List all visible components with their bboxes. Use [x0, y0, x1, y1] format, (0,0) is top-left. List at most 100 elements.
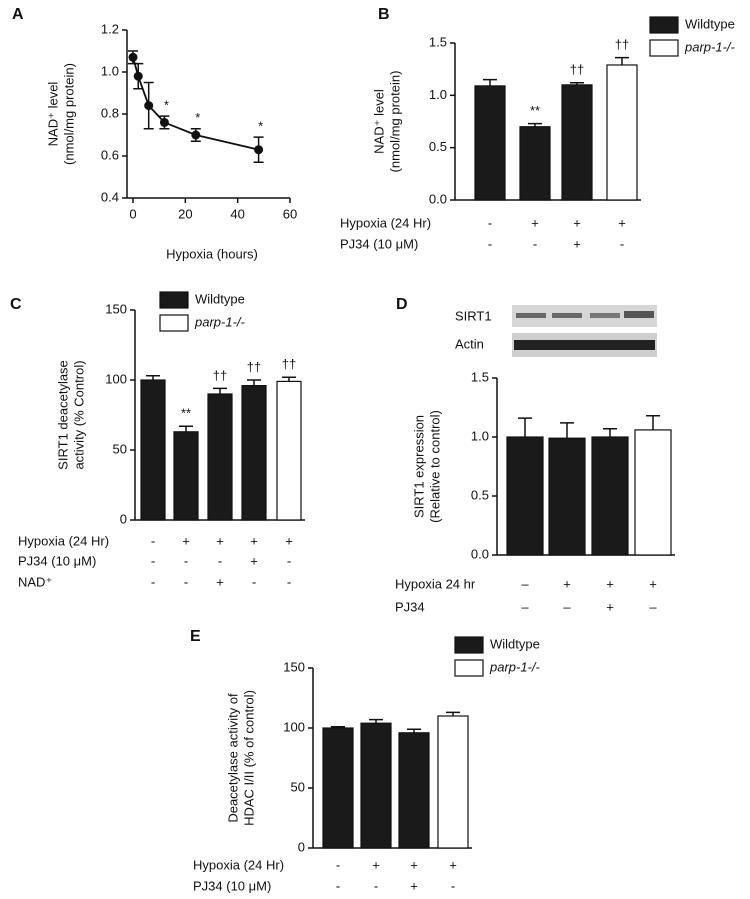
error-bar [560, 422, 574, 439]
y-tick-label: 50 [113, 441, 127, 456]
bar [140, 379, 166, 521]
condition-label: Hypoxia (24 Hr) [340, 215, 431, 230]
error-bar [615, 56, 629, 65]
bar [322, 727, 354, 849]
condition-mark: – [649, 599, 657, 614]
significance: ** [530, 103, 540, 118]
legend-swatch [159, 314, 189, 332]
condition-label: NAD⁺ [18, 574, 52, 589]
condition-mark: + [285, 533, 293, 548]
error-bar [369, 718, 383, 724]
error-bar [282, 376, 296, 382]
condition-mark: - [184, 553, 188, 568]
condition-mark: + [531, 215, 539, 230]
y-axis-label: NAD⁺ level [371, 89, 386, 154]
y-axis-label: (nmol/mg protein) [387, 71, 402, 173]
data-point [128, 52, 138, 62]
legend-swatch [649, 39, 679, 57]
legend-label: parp-1-/- [489, 659, 541, 674]
bar [506, 436, 544, 556]
data-point [254, 145, 264, 155]
significance: †† [282, 357, 296, 372]
panel-label: B [378, 6, 390, 23]
condition-mark: + [372, 857, 380, 872]
y-tick-label: 0.8 [101, 105, 119, 120]
western-blot [512, 305, 657, 357]
bar [360, 722, 392, 849]
condition-mark: + [618, 215, 626, 230]
condition-mark: - [533, 236, 537, 251]
error-bar [518, 417, 532, 437]
data-point [159, 117, 169, 127]
condition-mark: – [521, 599, 529, 614]
condition-mark: - [151, 553, 155, 568]
blot-label: SIRT1 [455, 308, 492, 323]
bar [548, 437, 586, 556]
condition-mark: - [218, 553, 222, 568]
condition-mark: - [151, 533, 155, 548]
legend-label: Wildtype [685, 16, 735, 31]
panel-label: C [10, 296, 22, 313]
error-bar [646, 415, 660, 430]
significance: †† [213, 368, 227, 383]
bar [474, 85, 506, 201]
condition-mark: + [250, 533, 258, 548]
significance: ** [181, 406, 191, 421]
band [590, 313, 620, 318]
condition-mark: + [563, 576, 571, 591]
data-point [133, 71, 143, 81]
y-tick-label: 0.6 [101, 147, 119, 162]
condition-mark: + [606, 576, 614, 591]
band [514, 340, 655, 350]
condition-label: Hypoxia 24 hr [395, 576, 476, 591]
panel-label: D [396, 296, 408, 313]
condition-mark: - [151, 574, 155, 589]
y-tick-label: 150 [105, 301, 127, 316]
condition-mark: - [488, 236, 492, 251]
y-axis-label: (nmol/mg protein) [61, 63, 76, 165]
error-bar [483, 78, 497, 86]
y-axis-label: NAD⁺ level [45, 82, 60, 147]
blot-sirt1 [512, 305, 657, 327]
bar [276, 380, 302, 521]
condition-label: Hypoxia (24 Hr) [18, 533, 109, 548]
error-bar [213, 387, 227, 394]
condition-mark: - [287, 574, 291, 589]
y-axis-label: HDAC I/II (% of control) [241, 690, 256, 826]
blot-label: Actin [455, 336, 484, 351]
condition-label: Hypoxia (24 Hr) [193, 857, 284, 872]
condition-mark: - [287, 553, 291, 568]
condition-mark: + [606, 599, 614, 614]
condition-mark: - [336, 878, 340, 893]
y-tick-label: 100 [105, 371, 127, 386]
x-tick-label: 60 [283, 206, 297, 221]
y-tick-label: 50 [291, 779, 305, 794]
bar [398, 732, 430, 849]
significance: * [195, 110, 200, 125]
legend-swatch [649, 16, 679, 34]
condition-label: PJ34 (10 μM) [18, 553, 96, 568]
legend-swatch [454, 636, 484, 654]
bar [437, 715, 469, 849]
significance: †† [247, 359, 261, 374]
y-axis-label: activity (% Control) [71, 360, 86, 469]
y-tick-label: 150 [283, 659, 305, 674]
condition-mark: – [563, 599, 571, 614]
y-tick-label: 0.5 [471, 487, 489, 502]
legend-label: parp-1-/- [194, 314, 246, 329]
bar [606, 64, 638, 201]
significance: * [258, 119, 263, 134]
bar [207, 393, 233, 521]
condition-mark: - [374, 878, 378, 893]
y-tick-label: 1.5 [429, 34, 447, 49]
bar [241, 385, 267, 521]
y-tick-label: 1.0 [101, 63, 119, 78]
y-axis-label: SIRT1 deacetylase [55, 360, 70, 470]
band [624, 311, 654, 318]
y-tick-label: 0.0 [471, 546, 489, 561]
bar [591, 436, 629, 556]
condition-mark: + [449, 857, 457, 872]
panel-label: E [190, 628, 201, 645]
condition-mark: + [216, 574, 224, 589]
significance: †† [615, 37, 629, 52]
